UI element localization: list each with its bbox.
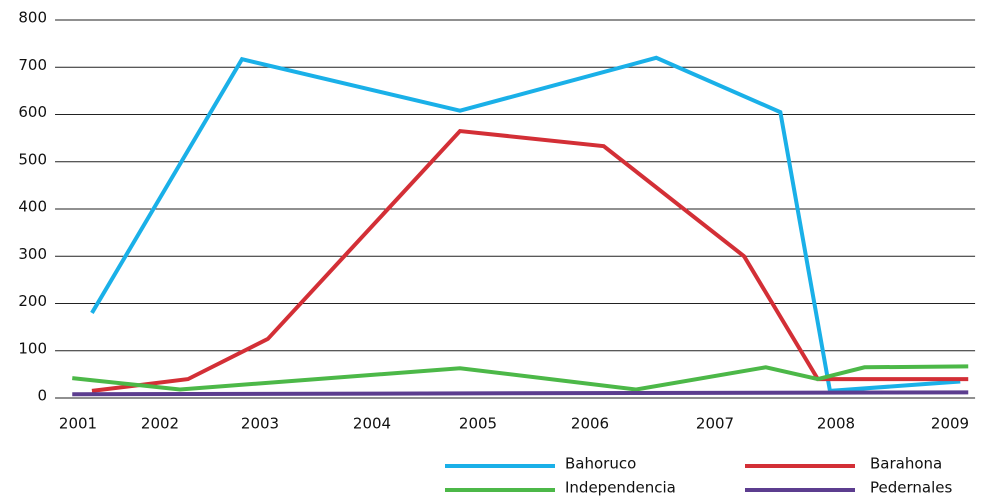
y-tick-label: 200 bbox=[18, 292, 47, 310]
x-tick-label: 2005 bbox=[459, 415, 497, 433]
x-tick-label: 2006 bbox=[571, 415, 609, 433]
line-series bbox=[72, 364, 969, 392]
y-tick-label: 500 bbox=[18, 150, 47, 168]
x-tick-label: 2008 bbox=[817, 415, 855, 433]
line-series bbox=[72, 390, 969, 397]
legend-label: Independencia bbox=[565, 479, 676, 497]
x-tick-label: 2002 bbox=[141, 415, 179, 433]
x-tick-label: 2003 bbox=[241, 415, 279, 433]
legend-label: Bahoruco bbox=[565, 455, 636, 473]
x-tick-label: 2009 bbox=[931, 415, 969, 433]
legend-label: Pedernales bbox=[870, 479, 952, 497]
y-tick-label: 300 bbox=[18, 245, 47, 263]
y-tick-label: 800 bbox=[18, 9, 47, 27]
legend-label: Barahona bbox=[870, 455, 942, 473]
x-tick-label: 2004 bbox=[353, 415, 391, 433]
y-tick-label: 400 bbox=[18, 198, 47, 216]
line-series bbox=[91, 128, 969, 393]
y-tick-label: 100 bbox=[18, 339, 47, 357]
x-tick-label: 2001 bbox=[59, 415, 97, 433]
y-tick-label: 600 bbox=[18, 103, 47, 121]
y-tick-label: 0 bbox=[37, 387, 47, 405]
x-tick-label: 2007 bbox=[696, 415, 734, 433]
y-tick-label: 700 bbox=[18, 56, 47, 74]
line-series bbox=[90, 55, 961, 394]
